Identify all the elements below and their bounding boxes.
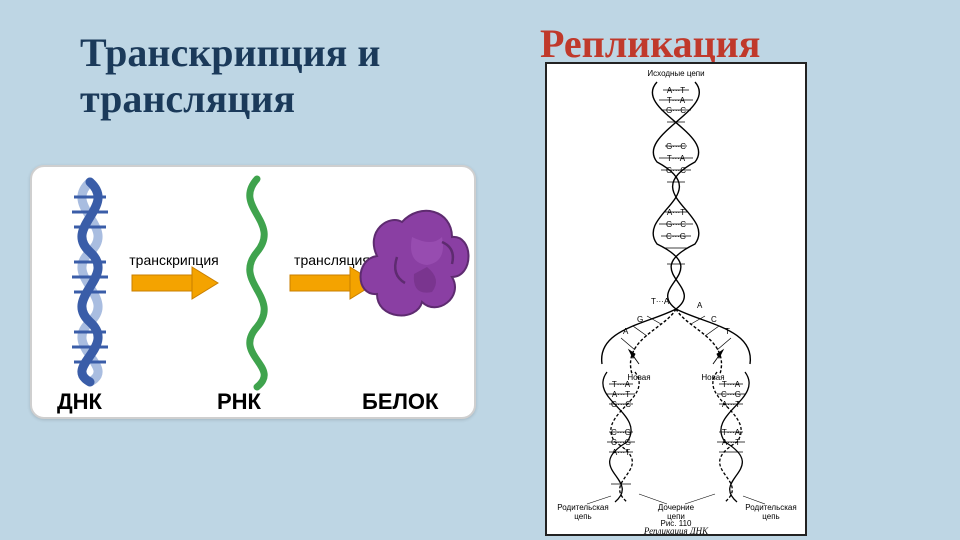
diagram-replication: Исходные цепи: [547, 64, 805, 534]
svg-text:T···A: T···A: [722, 380, 741, 389]
svg-text:цепь: цепь: [762, 512, 779, 521]
panel-transcription-translation: транскрипция трансляция ДНК РНК: [30, 165, 476, 419]
svg-text:A···T: A···T: [612, 448, 630, 457]
svg-text:T: T: [725, 327, 730, 336]
svg-text:Дочерние: Дочерние: [658, 503, 695, 512]
fork-arrows: [629, 350, 723, 364]
svg-text:T···A: T···A: [722, 428, 741, 437]
label-translation: трансляция: [294, 252, 370, 268]
svg-text:A···T: A···T: [667, 86, 685, 95]
parent-helix: [652, 82, 699, 309]
svg-text:A···T: A···T: [667, 208, 685, 217]
title-left-line2: трансляция: [80, 76, 295, 121]
svg-text:G···C: G···C: [666, 142, 686, 151]
svg-text:G···C: G···C: [611, 400, 631, 409]
svg-text:G···C: G···C: [666, 166, 686, 175]
title-replication: Репликация: [540, 20, 760, 67]
svg-text:C···G: C···G: [666, 232, 686, 241]
protein-icon: [361, 211, 469, 316]
replication-fork: [602, 309, 751, 374]
label-rna: РНК: [217, 389, 262, 414]
title-right-text: Репликация: [540, 21, 760, 66]
label-dna: ДНК: [57, 389, 103, 414]
svg-text:T···A: T···A: [612, 380, 631, 389]
panel-replication: Исходные цепи: [545, 62, 807, 536]
svg-text:C···G: C···G: [721, 390, 741, 399]
label-new-left: Новая: [627, 373, 650, 382]
svg-text:Родительская: Родительская: [557, 503, 608, 512]
svg-text:C···G: C···G: [611, 428, 631, 437]
svg-text:A···T: A···T: [722, 400, 740, 409]
svg-text:T···A: T···A: [667, 154, 686, 163]
svg-text:G: G: [637, 315, 643, 324]
label-original-strands: Исходные цепи: [647, 69, 704, 78]
svg-text:G···C: G···C: [666, 106, 686, 115]
daughter-left-letters: T···A A···T G···C C···G C···G A···T: [611, 380, 631, 457]
svg-text:цепь: цепь: [574, 512, 591, 521]
svg-text:C···G: C···G: [611, 438, 631, 447]
top-bp-letters: A···T T···A G···C G···C T···A G···C A···…: [666, 86, 686, 241]
slide: Транскрипция и трансляция Репликация: [0, 0, 960, 540]
svg-text:C: C: [711, 315, 717, 324]
svg-text:T···A: T···A: [667, 96, 686, 105]
daughter-right-letters: T···A C···G A···T T···A A···T: [721, 380, 741, 447]
svg-text:G···C: G···C: [666, 220, 686, 229]
svg-text:A···T: A···T: [612, 390, 630, 399]
label-transcription: транскрипция: [129, 252, 218, 268]
svg-text:A···T: A···T: [722, 438, 740, 447]
arrow-transcription: [132, 267, 218, 299]
dna-icon: [72, 182, 108, 382]
figure-caption: Репликация ДНК: [643, 526, 709, 534]
svg-text:A: A: [697, 301, 703, 310]
label-protein: БЕЛОК: [362, 389, 439, 414]
title-left-line1: Транскрипция и: [80, 30, 380, 75]
svg-text:Родительская: Родительская: [745, 503, 796, 512]
rna-icon: [250, 179, 264, 387]
title-transcription-translation: Транскрипция и трансляция: [80, 30, 380, 122]
svg-text:A: A: [623, 327, 629, 336]
diagram-central-dogma: транскрипция трансляция ДНК РНК: [32, 167, 474, 417]
svg-text:T···A: T···A: [651, 297, 670, 306]
